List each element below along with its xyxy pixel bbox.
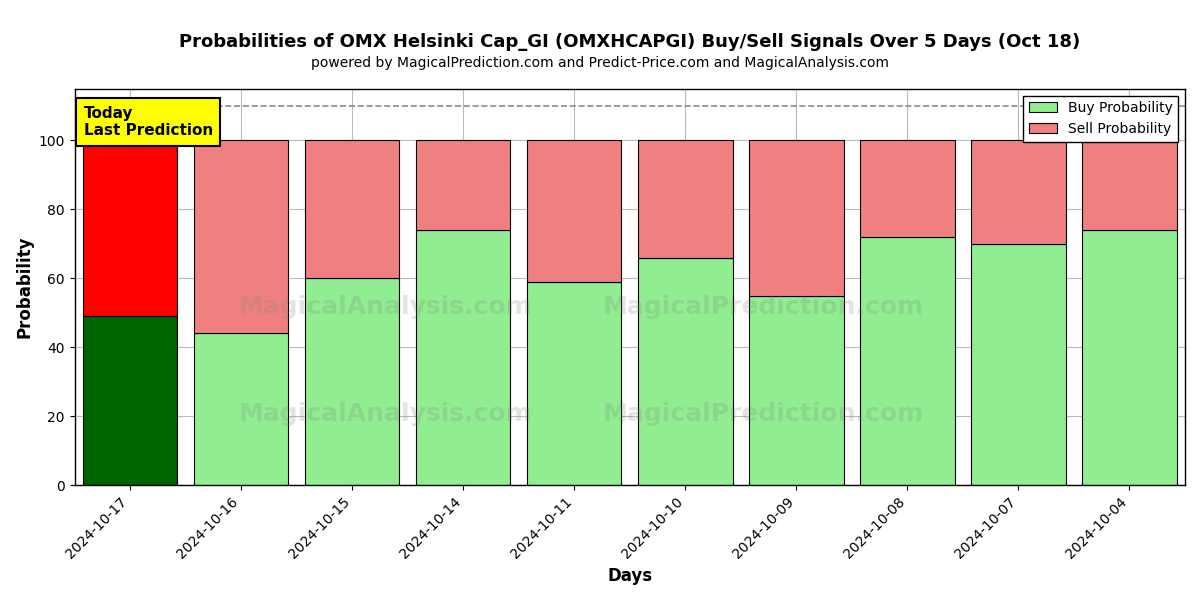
Bar — [971, 244, 1066, 485]
Text: MagicalPrediction.com: MagicalPrediction.com — [602, 295, 924, 319]
Text: MagicalAnalysis.com: MagicalAnalysis.com — [239, 295, 533, 319]
Bar — [416, 140, 510, 230]
Bar — [527, 140, 622, 282]
Bar — [194, 140, 288, 334]
Bar — [749, 140, 844, 296]
Bar — [638, 140, 732, 257]
Title: Probabilities of OMX Helsinki Cap_GI (OMXHCAPGI) Buy/Sell Signals Over 5 Days (O: Probabilities of OMX Helsinki Cap_GI (OM… — [179, 33, 1080, 51]
Legend: Buy Probability, Sell Probability: Buy Probability, Sell Probability — [1024, 95, 1178, 142]
Bar — [860, 237, 955, 485]
Bar — [1082, 230, 1177, 485]
Bar — [749, 296, 844, 485]
X-axis label: Days: Days — [607, 567, 653, 585]
Bar — [860, 140, 955, 237]
Bar — [638, 257, 732, 485]
Text: Today
Last Prediction: Today Last Prediction — [84, 106, 212, 139]
Text: MagicalPrediction.com: MagicalPrediction.com — [602, 402, 924, 426]
Y-axis label: Probability: Probability — [16, 236, 34, 338]
Bar — [83, 140, 178, 316]
Bar — [416, 230, 510, 485]
Bar — [1082, 140, 1177, 230]
Bar — [194, 334, 288, 485]
Text: MagicalAnalysis.com: MagicalAnalysis.com — [239, 402, 533, 426]
Bar — [971, 140, 1066, 244]
Bar — [527, 282, 622, 485]
Bar — [305, 140, 400, 278]
Text: powered by MagicalPrediction.com and Predict-Price.com and MagicalAnalysis.com: powered by MagicalPrediction.com and Pre… — [311, 56, 889, 70]
Bar — [83, 316, 178, 485]
Bar — [305, 278, 400, 485]
